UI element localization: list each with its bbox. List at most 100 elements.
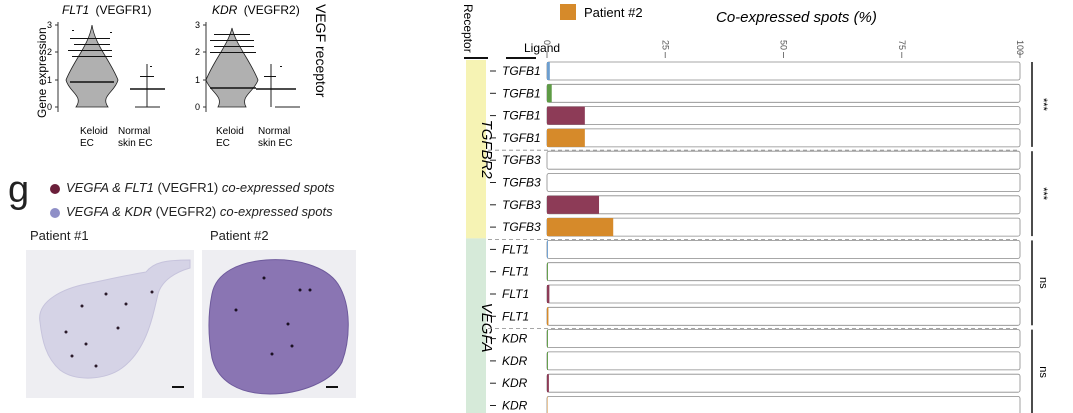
scale-bar-2 bbox=[326, 386, 338, 388]
violin-receptor-kdr: (VEGFR2) bbox=[244, 3, 300, 17]
patient-1-label: Patient #1 bbox=[30, 228, 89, 243]
legend-dot-kdr bbox=[50, 207, 60, 218]
receptor-label-tgfbr2: TGFBR2 bbox=[478, 120, 495, 180]
bar-track bbox=[546, 373, 1021, 393]
ligand-label: TGFB3 bbox=[502, 220, 541, 234]
violin-gene-flt1: FLT1 bbox=[62, 3, 89, 17]
violin-gene-kdr: KDR bbox=[212, 3, 238, 17]
bar bbox=[547, 84, 552, 103]
tissue-images bbox=[26, 250, 356, 398]
bar-track bbox=[546, 329, 1021, 349]
receptor-band-vegfa bbox=[466, 238, 486, 413]
patient-2-label: Patient #2 bbox=[210, 228, 269, 243]
bar-track bbox=[546, 284, 1021, 304]
violin-ylabel: Gene expression bbox=[35, 27, 49, 118]
violin-shape-normal bbox=[130, 64, 165, 108]
bar bbox=[547, 240, 548, 259]
xtick-label: 25 bbox=[660, 40, 670, 50]
violin-group-keloid: Keloid EC bbox=[80, 126, 108, 149]
significance-label: *** bbox=[1037, 98, 1049, 112]
ytick-label: 3 bbox=[47, 20, 52, 30]
violin-yticks-2: 0 1 2 3 bbox=[195, 20, 206, 112]
violin-side-label: VEGF receptor bbox=[313, 4, 329, 98]
bar-track bbox=[546, 195, 1021, 215]
bar bbox=[547, 62, 550, 80]
ligand-label: TGFB1 bbox=[502, 86, 541, 100]
chart-title: Co-expressed spots (%) bbox=[716, 9, 877, 26]
bar-track bbox=[546, 128, 1021, 148]
ytick-label: 0 bbox=[47, 102, 52, 112]
bar bbox=[547, 128, 585, 147]
violin-group-keloid-kdr: Keloid EC bbox=[216, 126, 244, 149]
ytick-label: 2 bbox=[47, 47, 52, 57]
bar-track bbox=[546, 217, 1021, 237]
violin-outlier-dots-kdr bbox=[210, 34, 256, 53]
bar-track bbox=[546, 351, 1021, 371]
ytick-label: 3 bbox=[195, 20, 200, 30]
ytick-label: 2 bbox=[195, 47, 200, 57]
legend-dot-flt1 bbox=[50, 183, 60, 194]
violin-shape-normal-kdr bbox=[256, 64, 300, 108]
xtick-label: 75 bbox=[897, 40, 907, 50]
violin-group-normal-kdr: Normal skin EC bbox=[258, 126, 292, 149]
xtick-label: 50 bbox=[779, 40, 789, 50]
violin-plot-panel: Gene expression FLT1 (VEGFR1) 0 1 2 3 Ke… bbox=[35, 3, 329, 149]
bar-track bbox=[546, 61, 1021, 81]
tissue-section-1 bbox=[39, 259, 191, 379]
violin-panel-flt1: FLT1 (VEGFR1) 0 1 2 3 Keloid EC Normal ski… bbox=[47, 3, 165, 149]
ligand-label: KDR bbox=[502, 354, 528, 368]
bar bbox=[547, 262, 548, 281]
significance-label: *** bbox=[1037, 187, 1049, 201]
receptor-label-vegfa: VEGFA bbox=[478, 303, 495, 353]
bar bbox=[547, 351, 548, 370]
legend-genes: VEGFA & FLT1 bbox=[66, 180, 154, 195]
ligand-label: FLT1 bbox=[502, 265, 529, 279]
bar bbox=[547, 374, 549, 393]
xtick-label: 100 bbox=[1015, 40, 1025, 55]
bar-chart-marks: TGFBR2 VEGFA 0 25 50 75 100 TGFB1 TGFB1 TGFB1 TGFB… bbox=[466, 40, 1049, 413]
bar bbox=[547, 285, 550, 303]
legend-label-patient2: Patient #2 bbox=[584, 5, 643, 20]
legend-swatch-patient2 bbox=[560, 4, 576, 20]
svg-text:FLT1 (VEGFR1): FLT1 (VEGFR1) bbox=[62, 3, 151, 17]
tissue-panel: Patient #1 Patient #2 bbox=[20, 228, 360, 408]
bar bbox=[547, 218, 614, 237]
bar-track bbox=[546, 150, 1021, 170]
bar-track bbox=[546, 173, 1021, 192]
ligand-label: FLT1 bbox=[502, 309, 529, 323]
panel-letter-g: g bbox=[8, 169, 30, 211]
receptor-band-tgfbr2 bbox=[466, 60, 486, 239]
violin-group-normal: Normal skin EC bbox=[118, 126, 152, 149]
bar-chart: Receptor Ligand Patient #2 Co-expressed … bbox=[461, 4, 1049, 413]
ligand-label: FLT1 bbox=[502, 242, 529, 256]
ligand-label: KDR bbox=[502, 376, 528, 390]
legend-suffix: co-expressed spots bbox=[219, 204, 333, 219]
bar-track bbox=[546, 262, 1021, 282]
ligand-label: TGFB1 bbox=[502, 109, 541, 123]
receptor-header: Receptor bbox=[461, 4, 475, 53]
violin-yticks-1: 0 1 2 3 bbox=[47, 20, 58, 112]
legend-item-flt1: VEGFA & FLT1 (VEGFR1) co-expressed spots bbox=[50, 180, 335, 195]
tissue-section-2 bbox=[208, 259, 349, 395]
bar-track bbox=[546, 239, 1021, 259]
bar-track bbox=[546, 106, 1021, 125]
significance-label: ns bbox=[1037, 277, 1049, 289]
ligand-label: TGFB3 bbox=[502, 153, 541, 167]
ligand-label: FLT1 bbox=[502, 287, 529, 301]
ytick-label: 0 bbox=[195, 102, 200, 112]
ytick-label: 1 bbox=[47, 75, 52, 85]
spots-2 bbox=[234, 276, 312, 356]
ligand-label: KDR bbox=[502, 332, 528, 346]
svg-text:KDR (VEGFR2): KDR (VEGFR2) bbox=[212, 3, 300, 17]
ligand-label: TGFB3 bbox=[502, 176, 541, 190]
legend-item-kdr: VEGFA & KDR (VEGFR2) co-expressed spots bbox=[50, 204, 333, 219]
bar-track bbox=[546, 396, 1021, 413]
bar bbox=[547, 195, 600, 214]
legend-receptor: (VEGFR2) bbox=[155, 204, 217, 219]
xtick-label: 0 bbox=[542, 40, 552, 45]
ligand-label: TGFB1 bbox=[502, 64, 541, 78]
ligand-label: TGFB1 bbox=[502, 131, 541, 145]
violin-shape-keloid-kdr bbox=[205, 27, 259, 108]
scale-bar-1 bbox=[172, 386, 184, 388]
legend-g: g VEGFA & FLT1 (VEGFR1) co-expressed spo… bbox=[0, 169, 400, 232]
